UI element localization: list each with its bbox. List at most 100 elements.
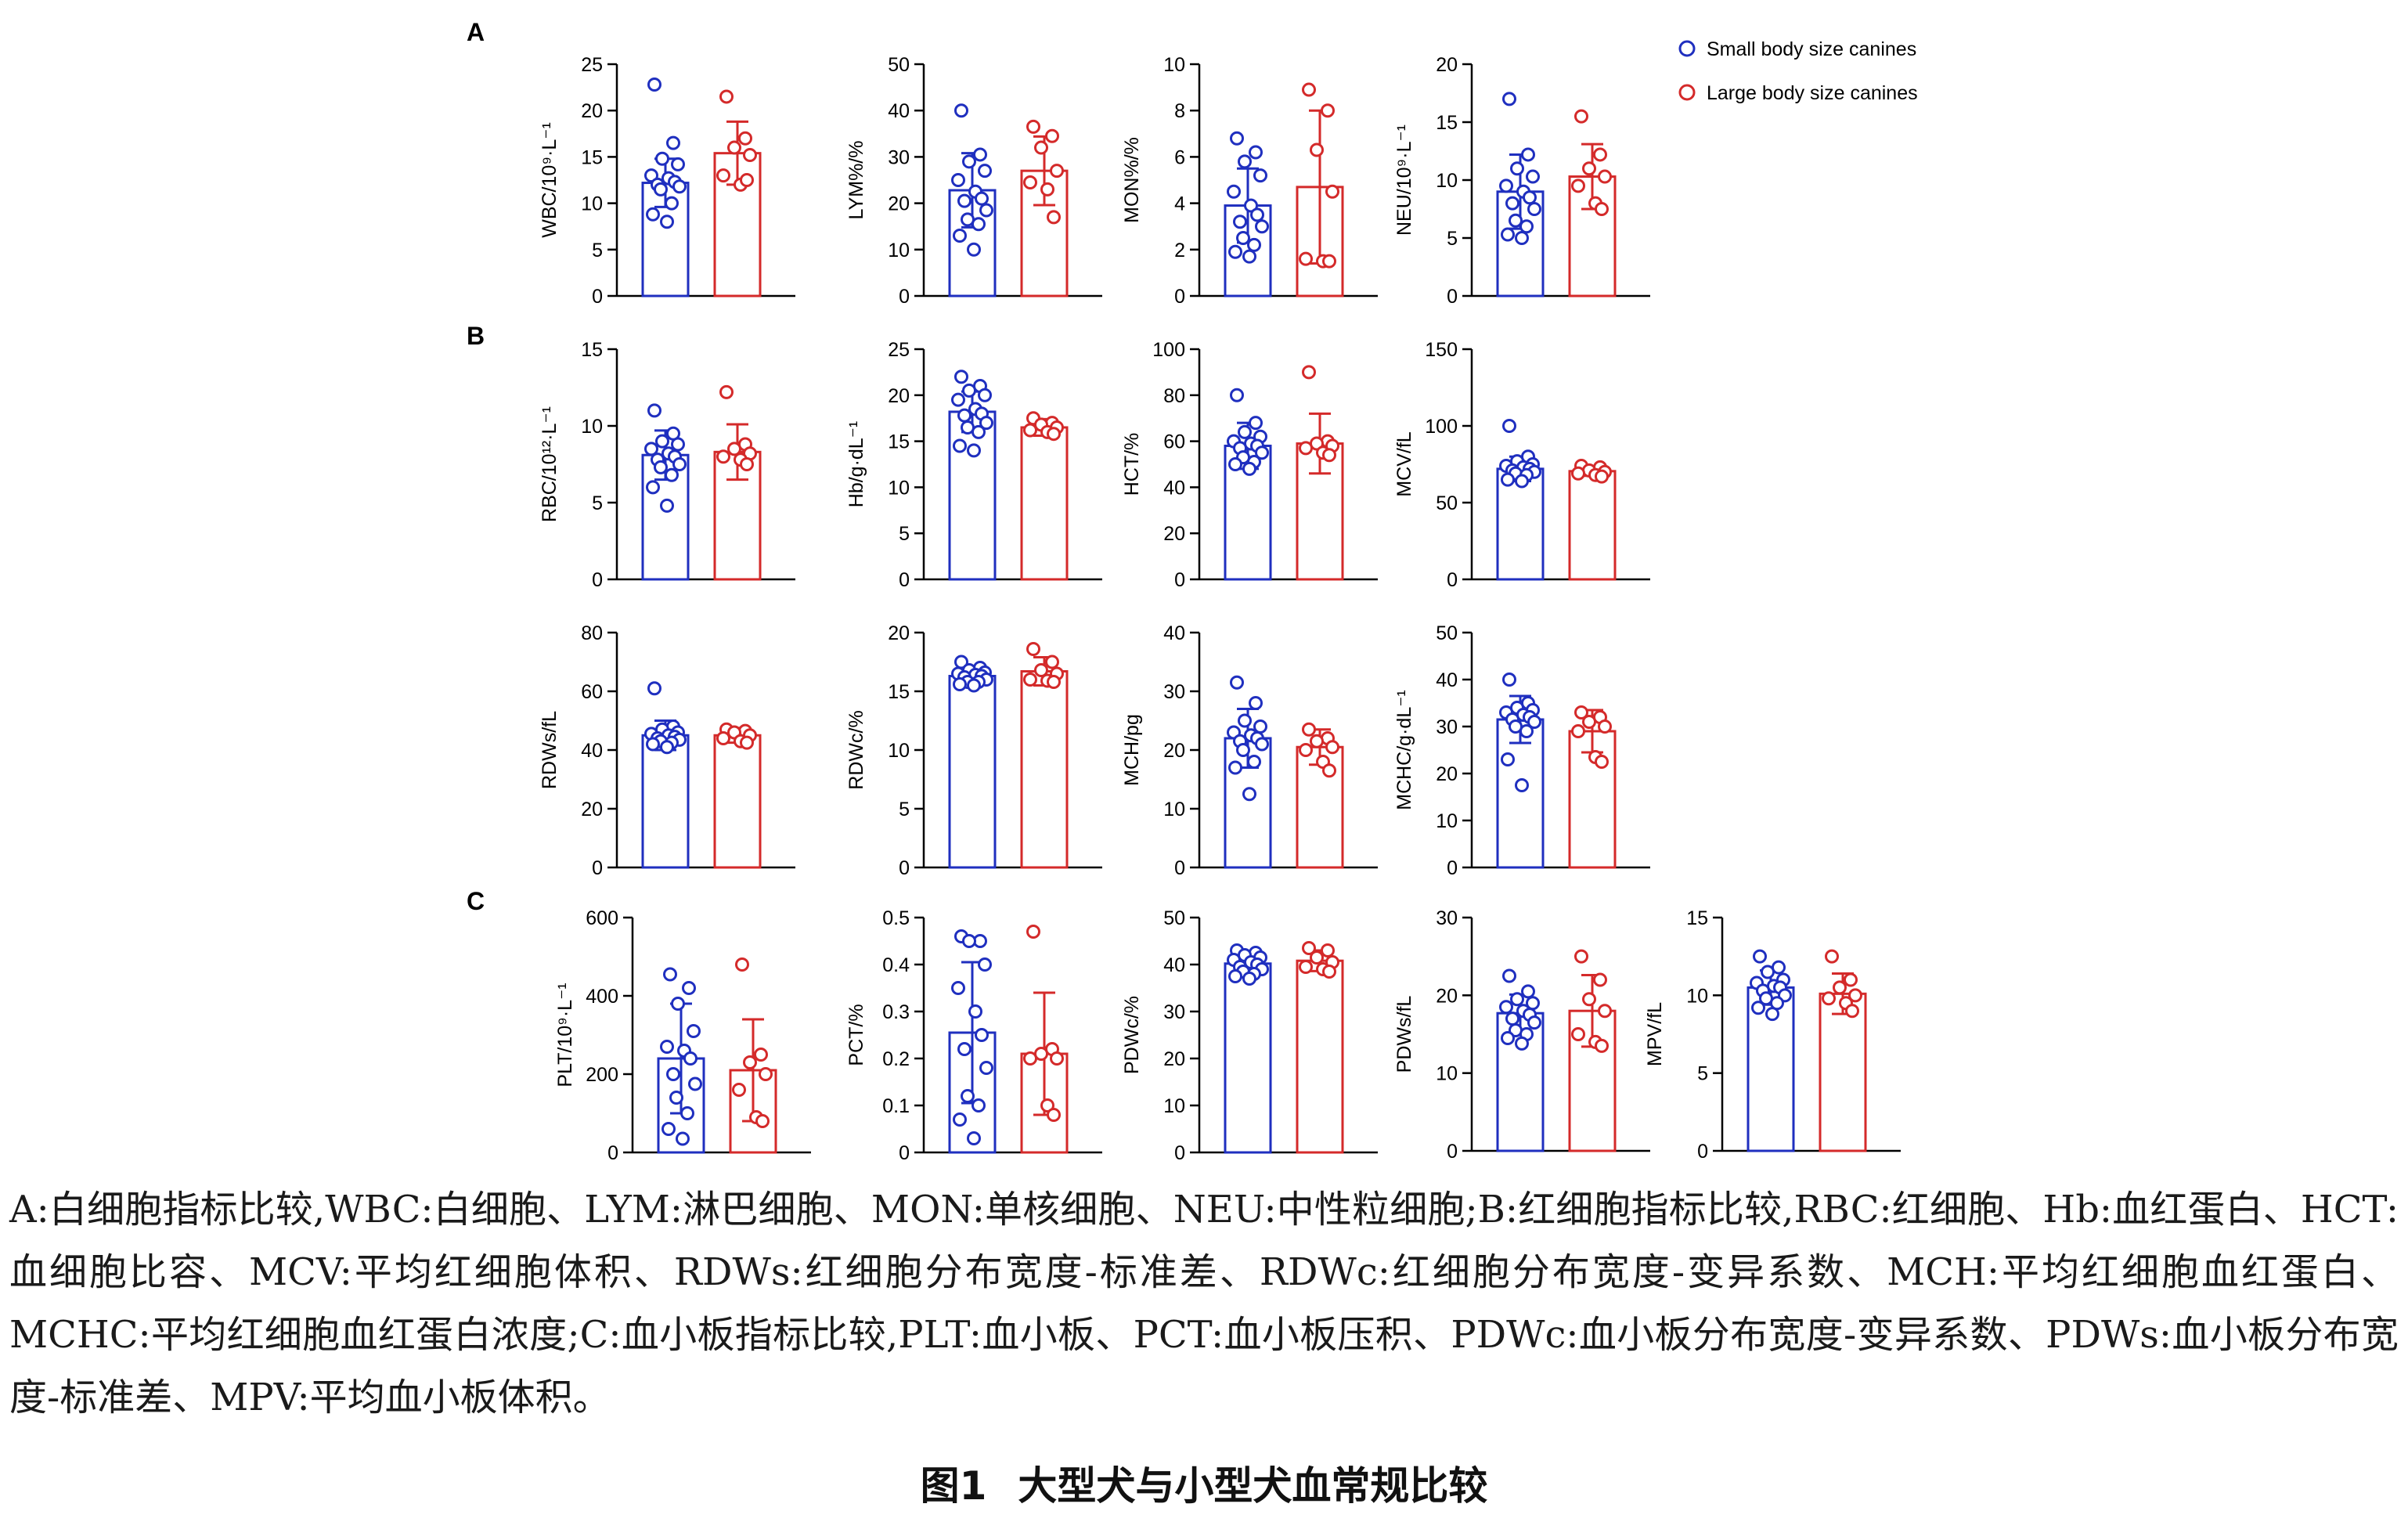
y-tick-label: 10 [1686,985,1708,1007]
data-point [975,1028,989,1042]
y-tick-label: 0.5 [882,907,910,929]
data-point [1250,207,1264,222]
data-point [1228,244,1242,259]
data-point [676,1131,690,1146]
data-point [644,168,658,183]
data-point [1822,991,1836,1006]
chart-10: 0 5 10 15 20 RDWc/% [845,622,1102,879]
data-point [1321,943,1335,957]
data-point [1510,161,1524,176]
chart-2: 0 10 20 30 40 50 LYM%/% [845,54,1102,308]
chart-12: 0 10 20 30 40 50 MCHC/g·dL⁻¹ [1393,622,1650,879]
data-point [1047,1108,1061,1122]
data-point [644,442,658,456]
data-point [735,957,749,972]
data-point [1505,196,1519,211]
data-point [1322,965,1336,979]
data-point [1023,673,1037,687]
figure-canvas: A B C Small body size canines Large body… [467,18,1918,1164]
data-point [979,416,993,431]
data-point [660,1040,674,1054]
y-axis-label: PLT/10⁹·L⁻¹ [554,983,576,1087]
bar-small [1224,962,1272,1154]
data-point [1325,184,1339,199]
y-tick-label: 60 [1163,431,1185,453]
y-tick-label: 15 [1436,112,1458,134]
data-point [975,191,989,206]
data-point [666,135,680,150]
y-tick-label: 0 [1174,1142,1185,1164]
data-point [1593,972,1607,987]
data-point [727,442,741,456]
data-point [1582,715,1596,729]
y-tick-label: 10 [581,193,603,215]
data-point [754,1048,768,1062]
data-point [755,1114,770,1128]
data-point [1023,175,1037,189]
panel-label-a: A [467,18,485,46]
data-point [962,154,976,169]
data-point [1502,673,1516,687]
data-point [1249,696,1263,710]
y-axis-label: PDWc/% [1121,996,1143,1074]
data-point [1574,109,1588,124]
data-point [1515,231,1529,245]
y-tick-label: 25 [888,339,910,361]
y-tick-label: 80 [1163,385,1185,407]
data-point [1253,168,1267,183]
data-point [1302,82,1316,97]
data-point [1501,1030,1515,1045]
y-tick-label: 5 [899,799,910,820]
data-point [671,157,685,171]
y-tick-label: 0 [592,857,603,879]
data-point [1040,1098,1054,1112]
data-point [957,408,971,423]
legend-marker-small [1678,40,1696,57]
data-point [1026,119,1040,134]
y-tick-label: 10 [1436,1063,1458,1085]
data-point [655,151,669,166]
chart-3: 0 2 4 6 8 10 MON%/% [1121,54,1378,308]
y-tick-label: 10 [888,477,910,499]
chart-15: 0 10 20 30 40 50 PDWc/% [1121,907,1378,1164]
data-point [1050,1051,1064,1066]
data-point [661,1122,676,1136]
y-axis-label: RDWs/fL [539,711,561,789]
y-tick-label: 15 [888,431,910,453]
data-point [1047,427,1061,442]
data-point [954,370,968,384]
data-point [687,1024,701,1038]
y-tick-label: 30 [888,146,910,168]
data-point [1515,1036,1529,1051]
y-tick-label: 50 [1163,907,1185,929]
data-point [1502,92,1516,106]
data-point [1765,1007,1779,1022]
panel-label-b: B [467,322,485,350]
y-tick-label: 20 [581,799,603,820]
y-tick-label: 0 [1447,1141,1458,1163]
data-point [1501,752,1515,766]
y-tick-label: 10 [1163,54,1185,76]
data-point [1310,950,1324,965]
data-point [1026,642,1040,656]
bar-large [713,734,762,869]
data-point [660,498,674,513]
data-point [1242,249,1256,264]
y-tick-label: 5 [1447,228,1458,250]
data-point [1249,145,1263,160]
data-point [1302,722,1316,737]
figure-title: 图1 大型犬与小型犬血常规比较 [0,1455,2408,1511]
data-point [1502,419,1516,433]
data-point [951,173,965,187]
data-point [647,403,661,418]
y-tick-label: 40 [1163,477,1185,499]
data-point [957,1042,971,1056]
data-point [1598,719,1612,734]
data-point [1325,740,1339,755]
y-tick-label: 40 [581,740,603,762]
y-tick-label: 0 [1174,286,1185,308]
data-point [1299,251,1313,266]
y-tick-label: 400 [586,986,618,1008]
data-point [1255,445,1269,460]
data-point [1045,128,1059,143]
